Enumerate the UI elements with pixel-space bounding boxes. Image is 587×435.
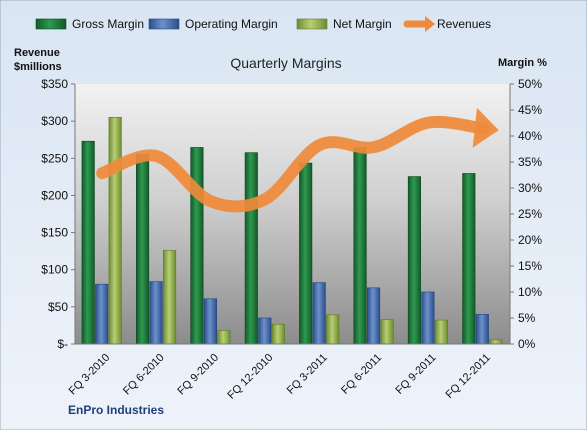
right-tick-label-2: 10% [518,285,542,299]
bar-gross-margin-5 [299,162,313,345]
bar-net-margin-7 [434,319,448,345]
right-tick-label-10: 50% [518,77,542,91]
bar-gross-margin-1 [81,140,95,345]
bar-operating-margin-7 [421,291,435,345]
right-tick-label-7: 35% [518,155,542,169]
bar-net-margin-1 [108,116,122,345]
left-tick-label-3: $150 [41,226,68,240]
bar-gross-margin-8 [462,173,476,345]
bar-operating-margin-3 [203,298,217,345]
right-tick-label-0: 0% [518,337,536,351]
left-tick-label-5: $250 [41,151,68,165]
legend-label-operating-margin: Operating Margin [185,17,278,31]
right-tick-label-8: 40% [518,129,542,143]
bar-gross-margin-7 [407,176,421,345]
left-tick-label-7: $350 [41,77,68,91]
bar-net-margin-6 [380,319,394,345]
left-tick-label-4: $200 [41,188,68,202]
bar-net-margin-4 [271,323,285,345]
bar-gross-margin-2 [136,153,150,345]
chart-title: Quarterly Margins [230,55,341,71]
bar-operating-margin-8 [475,314,489,345]
bar-operating-margin-1 [95,283,109,345]
bar-net-margin-3 [217,330,231,345]
revenue-line [96,115,489,213]
bar-net-margin-8 [489,339,503,345]
right-tick-label-1: 5% [518,311,536,325]
bar-operating-margin-4 [258,317,272,345]
left-tick-label-0: $- [57,337,68,351]
bar-operating-margin-5 [312,282,326,345]
bar-gross-margin-6 [353,147,367,345]
right-axis-label: Margin % [498,57,547,69]
right-tick-label-5: 25% [518,207,542,221]
right-tick-label-9: 45% [518,103,542,117]
legend-swatch-operating-margin [148,18,180,30]
revenue-line-layer [96,107,499,213]
left-tick-label-2: $100 [41,263,68,277]
legend: Gross Margin Operating Margin Net Margin Re… [35,16,491,32]
bar-gross-margin-3 [190,147,204,345]
right-tick-label-3: 15% [518,259,542,273]
bar-net-margin-2 [163,250,177,345]
revenue-arrowhead [472,107,499,148]
right-tick-label-6: 30% [518,181,542,195]
bar-operating-margin-6 [367,287,381,345]
bar-operating-margin-2 [149,281,163,345]
legend-swatch-gross-margin [35,18,67,30]
bar-gross-margin-4 [244,152,258,345]
left-tick-label-6: $300 [41,114,68,128]
left-axis-label-line2: $millions [14,61,62,73]
legend-arrow-revenues [425,16,435,32]
right-tick-label-4: 20% [518,233,542,247]
left-axis-label-line1: Revenue [14,47,60,59]
footer-company: EnPro Industries [68,403,164,417]
legend-label-net-margin: Net Margin [333,17,392,31]
legend-swatch-net-margin [296,18,328,30]
legend-label-gross-margin: Gross Margin [72,17,144,31]
legend-label-revenues: Revenues [437,17,491,31]
bar-net-margin-5 [326,314,340,345]
left-tick-label-1: $50 [48,300,68,314]
